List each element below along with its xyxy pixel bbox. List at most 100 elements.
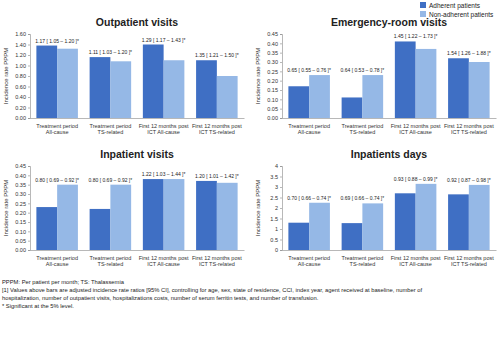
- tick-label-line: Treatment period: [288, 255, 330, 261]
- bar: [469, 185, 490, 250]
- tick-label-line: TS-related: [98, 261, 124, 267]
- tick: 0.00: [267, 115, 282, 121]
- chart-title: Outpatient visits: [96, 16, 178, 28]
- tick: 0.40: [15, 173, 30, 179]
- panel: Emergency-room visitsIncidence rate PPPM…: [255, 2, 497, 136]
- bar: [416, 49, 437, 118]
- annotations: 0.70 [ 0.66 – 0.74 ]*0.69 [ 0.66 – 0.74 …: [287, 176, 490, 202]
- tick-label: 1.00: [15, 63, 26, 69]
- annotation: 0.70 [ 0.66 – 0.74 ]*: [287, 195, 331, 201]
- tick: Treatment periodAll-cause: [36, 255, 78, 267]
- tick: 3.5: [270, 174, 282, 180]
- tick-label: 0.00: [267, 115, 278, 121]
- tick-mark: [28, 203, 30, 204]
- tick-mark: [280, 198, 282, 199]
- tick: Treatment periodAll-cause: [36, 123, 78, 135]
- annotations: 0.65 [ 0.55 – 0.76 ]*0.64 [ 0.53 – 0.78 …: [287, 33, 490, 73]
- tick: 1.00: [15, 63, 30, 69]
- tick-mark: [28, 250, 30, 251]
- tick-mark: [28, 34, 30, 35]
- tick-label-line: First 12 months post: [192, 123, 242, 129]
- tick: 0.30: [15, 191, 30, 197]
- tick-label: First 12 months postICT TS-related: [444, 123, 494, 135]
- tick-label: 0: [275, 247, 278, 253]
- tick-label: 0.30: [267, 59, 278, 65]
- axis-line: [280, 167, 283, 251]
- legend-swatch: [420, 11, 426, 17]
- tick-label: First 12 months postICT TS-related: [192, 123, 242, 135]
- tick: 0.45: [267, 31, 282, 37]
- legend-item: Adherent patients: [420, 2, 481, 10]
- tick-mark: [28, 213, 30, 214]
- tick: 0.05: [15, 238, 30, 244]
- tick-mark: [280, 43, 282, 44]
- bar: [288, 223, 309, 250]
- tick-label: 0.05: [267, 106, 278, 112]
- tick: 1.60: [15, 31, 30, 37]
- bar: [309, 75, 330, 118]
- tick-label-line: Treatment period: [90, 123, 132, 129]
- bar: [309, 203, 330, 250]
- tick-label: 0.45: [267, 31, 278, 37]
- tick-label: 0.00: [15, 115, 26, 121]
- tick-mark: [280, 219, 282, 220]
- tick-mark: [28, 55, 30, 56]
- tick: First 12 months postICT All-cause: [391, 123, 441, 135]
- chart-title: Inpatient visits: [100, 148, 174, 160]
- bar: [57, 49, 78, 118]
- tick-label: 0.15: [267, 87, 278, 93]
- bar: [110, 61, 131, 118]
- tick: Treatment periodAll-cause: [288, 123, 330, 135]
- bar: [217, 76, 238, 118]
- tick-label: First 12 months postICT All-cause: [391, 123, 441, 135]
- tick-label: Treatment periodTS-related: [90, 123, 132, 135]
- tick-mark: [280, 81, 282, 82]
- tick-mark: [280, 177, 282, 178]
- tick-label-line: TS-related: [98, 129, 124, 135]
- tick: 0.20: [267, 78, 282, 84]
- tick-label: 1: [275, 226, 278, 232]
- tick-label: First 12 months postICT All-cause: [139, 123, 189, 135]
- tick-label: 4: [275, 163, 278, 169]
- tick-mark: [280, 250, 282, 251]
- tick-label-line: TS-related: [350, 129, 376, 135]
- legend: Adherent patientsNon-adherent patients: [420, 2, 494, 19]
- tick-label-line: First 12 months post: [192, 255, 242, 261]
- y-axis: 0.000.200.400.600.801.001.201.401.60: [15, 31, 30, 121]
- tick: 4: [275, 163, 282, 169]
- axis-line: [31, 118, 245, 119]
- tick-label: 2.5: [270, 195, 278, 201]
- tick-label: 0.35: [267, 50, 278, 56]
- annotation: 1.20 [ 1.01 – 1.42 ]*: [195, 173, 239, 179]
- tick-label: Treatment periodTS-related: [90, 255, 132, 267]
- tick: First 12 months postICT All-cause: [391, 255, 441, 267]
- tick: 0.10: [267, 97, 282, 103]
- tick-label: First 12 months postICT TS-related: [444, 255, 494, 267]
- tick: 1: [275, 226, 282, 232]
- tick-label-line: Treatment period: [36, 123, 78, 129]
- tick-mark: [280, 240, 282, 241]
- bar: [196, 60, 217, 118]
- tick-label-line: Treatment period: [342, 255, 384, 261]
- tick-mark: [28, 45, 30, 46]
- y-axis: 00.511.522.533.54: [270, 163, 282, 253]
- tick-label: 0.15: [15, 219, 26, 225]
- tick-label: 0.40: [15, 94, 26, 100]
- tick-label: First 12 months postICT TS-related: [192, 255, 242, 267]
- tick: 1.40: [15, 42, 30, 48]
- tick-label-line: First 12 months post: [444, 255, 494, 261]
- annotation: 1.29 [ 1.17 – 1.43 ]*: [142, 37, 186, 43]
- tick-label-line: TS-related: [350, 261, 376, 267]
- tick: 1.20: [15, 52, 30, 58]
- chart-root: Outpatient visitsIncidence rate PPPM0.00…: [0, 0, 500, 339]
- annotation: 1.45 [ 1.22 – 1.73 ]*: [394, 33, 438, 39]
- tick: 0.20: [15, 105, 30, 111]
- tick: First 12 months postICT TS-related: [444, 255, 494, 267]
- legend-label: Adherent patients: [429, 2, 481, 10]
- tick: 0.15: [15, 219, 30, 225]
- tick-label: 1.60: [15, 31, 26, 37]
- tick-mark: [28, 87, 30, 88]
- bar: [362, 203, 383, 250]
- tick: 0.60: [15, 84, 30, 90]
- tick-label: First 12 months postICT All-cause: [139, 255, 189, 267]
